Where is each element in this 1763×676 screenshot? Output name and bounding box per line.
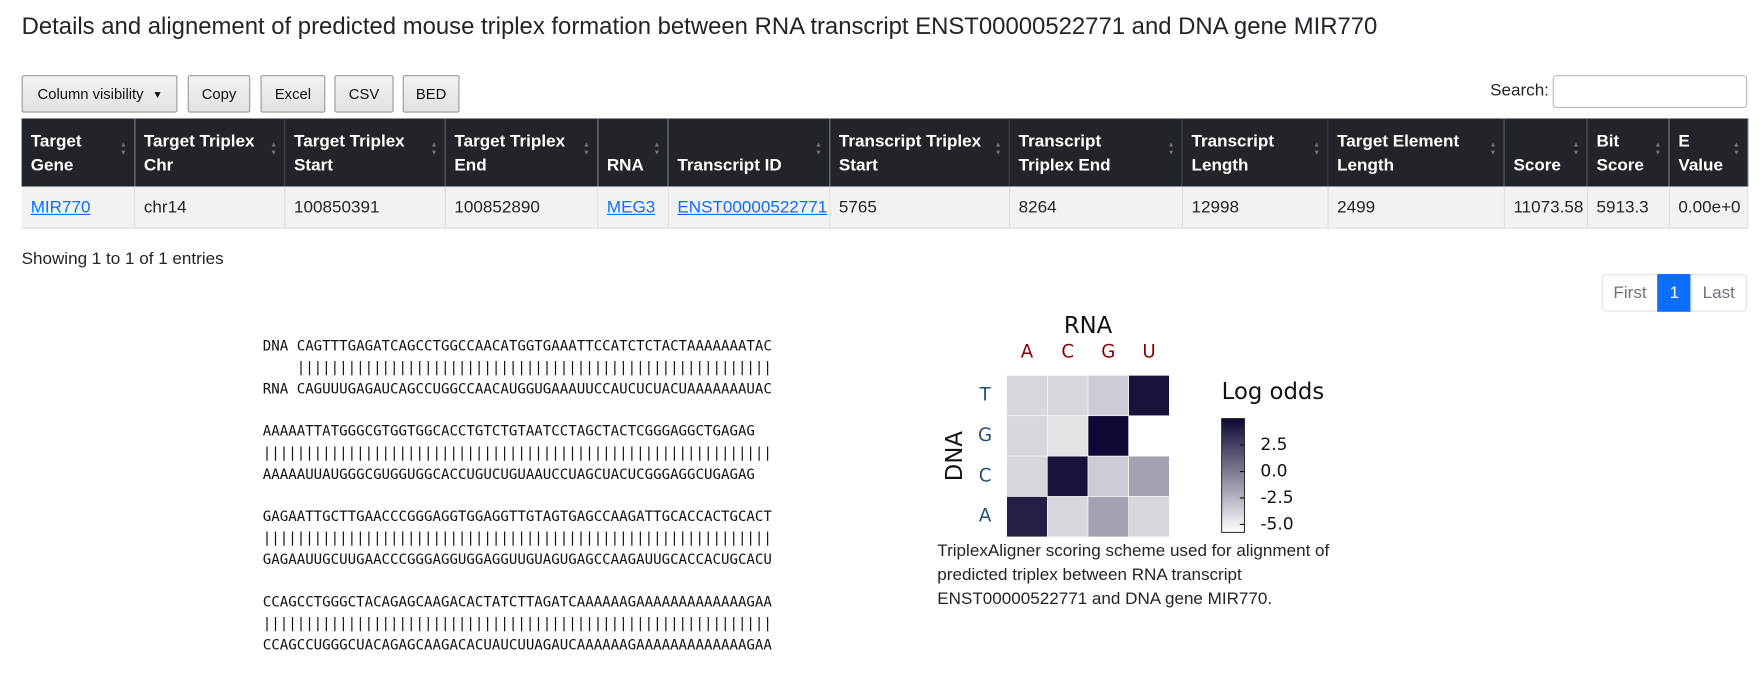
search-input[interactable] [1552,75,1748,109]
heatmap-title: RNA [1064,313,1113,339]
heatmap-cell [1006,455,1048,497]
alignment-rna: GAGAAUUGCUUGAACCCGGGAGGUGGAGGUUGUAGUGAGC… [262,550,772,568]
colorbar-tick-label: -2.5 [1260,488,1293,508]
alignment-match: ||||||||||||||||||||||||||||||||||||||||… [262,443,772,461]
dropdown-caret: ▼ [152,88,163,100]
root: Details and alignement of predicted mous… [0,0,1763,642]
colorbar-label: Log odds [1222,379,1325,405]
heatmap-cell [1128,415,1170,457]
alignment-dna: AAAAATTATGGGCGTGGTGGCACCTGTCTGTAATCCTAGC… [262,422,755,440]
heatmap-cell [1087,496,1129,538]
heatmap-cell [1128,375,1170,417]
table-cell: ENST00000522771 [667,186,830,229]
alignment-dna: DNA CAGTTTGAGATCAGCCTGGCCAACATGGTGAAATTC… [262,336,772,354]
column-header[interactable]: Target Gene [21,118,135,187]
column-header[interactable]: Score [1503,118,1588,187]
column-header[interactable]: Target Triplex Start [284,118,446,187]
x-tick-label: U [1142,342,1155,363]
table-cell: 2499 [1327,186,1505,229]
results-table: Target GeneTarget Triplex ChrTarget Trip… [21,118,1748,229]
x-tick-label: C [1061,342,1074,363]
page: Details and alignement of predicted mous… [0,0,1763,641]
y-tick-label: A [979,506,992,527]
y-tick-label: T [979,385,992,406]
table-cell: 100850391 [284,186,446,229]
y-axis-label: DNA [942,431,968,482]
column-header[interactable]: Target Triplex End [444,118,598,187]
toolbar-button[interactable]: Column visibility ▼ [21,75,178,113]
colorbar [1221,418,1245,533]
toolbar-button[interactable]: CSV [334,75,394,113]
page-button[interactable]: First [1601,274,1659,312]
toolbar-button[interactable]: BED [402,75,460,113]
column-header[interactable]: Target Element Length [1327,118,1505,187]
colorbar-tick-label: 0.0 [1260,462,1287,482]
table-cell: chr14 [134,186,285,229]
toolbar-button[interactable]: Copy [187,75,251,113]
table-row: MIR770 chr14 100850391 100852890 MEG3 ENST000… [21,186,1748,229]
heatmap-cell [1047,496,1089,538]
heatmap-cell [1047,415,1089,457]
heatmap-cell [1006,375,1048,417]
table-cell: MIR770 [21,186,135,229]
heatmap-cell [1128,496,1170,538]
table-cell: MEG3 [597,186,669,229]
alignment: DNA CAGTTTGAGATCAGCCTGGCCAACATGGTGAAATTC… [263,334,772,675]
heatmap-cell [1087,455,1129,497]
page-button[interactable]: Last [1690,274,1748,312]
alignment-block: CCAGCCTGGGCTACAGAGCAAGACACTATCTTAGATCAAA… [263,590,772,675]
column-header[interactable]: E Value [1668,118,1748,187]
page-button[interactable]: 1 [1657,274,1692,312]
toolbar-button[interactable]: Excel [260,75,326,113]
cell-link[interactable]: ENST00000522771 [677,197,828,217]
heatmap-cell [1006,496,1048,538]
column-header[interactable]: Transcript Triplex End [1008,118,1183,187]
cell-link[interactable]: MIR770 [30,197,91,217]
table-cell: 100852890 [444,186,598,229]
alignment-rna: CCAGCCUGGGCUACAGAGCAAGACACUAUCUUAGAUCAAA… [262,635,772,653]
x-tick-label: G [1101,342,1115,363]
cell-link[interactable]: MEG3 [606,197,656,217]
heatmap-cell [1047,455,1089,497]
table-body: MIR770 chr14 100850391 100852890 MEG3 ENST000… [21,186,1748,229]
table-cell: 5765 [829,186,1010,229]
table-cell: 0.00e+0 [1668,186,1748,229]
table-cell: 8264 [1008,186,1183,229]
heatmap-cell [1087,415,1129,457]
column-header[interactable]: RNA [597,118,669,187]
alignment-match: ||||||||||||||||||||||||||||||||||||||||… [262,528,772,546]
table-cell: 5913.3 [1586,186,1670,229]
heatmap-cell [1128,455,1170,497]
search-label: Search: [1490,80,1549,101]
figure-caption: TriplexAligner scoring scheme used for a… [937,541,1330,609]
table-cell: 12998 [1181,186,1329,229]
alignment-rna: AAAAAUUAUGGGCGUGGUGGCACCUGUCUGUAAUCCUAGC… [262,465,755,483]
heatmap-cell [1006,415,1048,457]
alignment-match: ||||||||||||||||||||||||||||||||||||||||… [262,614,772,632]
column-header[interactable]: Target Triplex Chr [134,118,285,187]
colorbar-tick-label: 2.5 [1260,435,1287,455]
alignment-block: DNA CAGTTTGAGATCAGCCTGGCCAACATGGTGAAATTC… [263,334,772,419]
alignment-block: AAAAATTATGGGCGTGGTGGCACCTGTCTGTAATCCTAGC… [263,420,772,505]
alignment-dna: GAGAATTGCTTGAACCCGGGAGGTGGAGGTTGTAGTGAGC… [262,507,772,525]
alignment-dna: CCAGCCTGGGCTACAGAGCAAGACACTATCTTAGATCAAA… [262,592,772,610]
header-row: Target GeneTarget Triplex ChrTarget Trip… [21,118,1748,187]
column-header[interactable]: Transcript Length [1181,118,1329,187]
alignment-block: GAGAATTGCTTGAACCCGGGAGGTGGAGGTTGTAGTGAGC… [263,505,772,590]
page-title: Details and alignement of predicted mous… [21,13,1378,40]
x-tick-label: A [1021,342,1034,363]
y-tick-label: G [978,425,992,446]
column-header[interactable]: Transcript Triplex Start [829,118,1010,187]
column-header[interactable]: Transcript ID [667,118,830,187]
heatmap-cell [1047,375,1089,417]
alignment-rna: RNA CAGUUUGAGAUCAGCCUGGCCAACAUGGUGAAAUUC… [262,379,772,397]
table-cell: 11073.58 [1503,186,1588,229]
heatmap-cell [1087,375,1129,417]
column-header[interactable]: Bit Score [1586,118,1670,187]
colorbar-tick-label: -5.0 [1260,514,1293,534]
y-tick-label: C [979,465,992,486]
alignment-match: ||||||||||||||||||||||||||||||||||||||||… [262,358,772,376]
table-info: Showing 1 to 1 of 1 entries [21,249,224,269]
